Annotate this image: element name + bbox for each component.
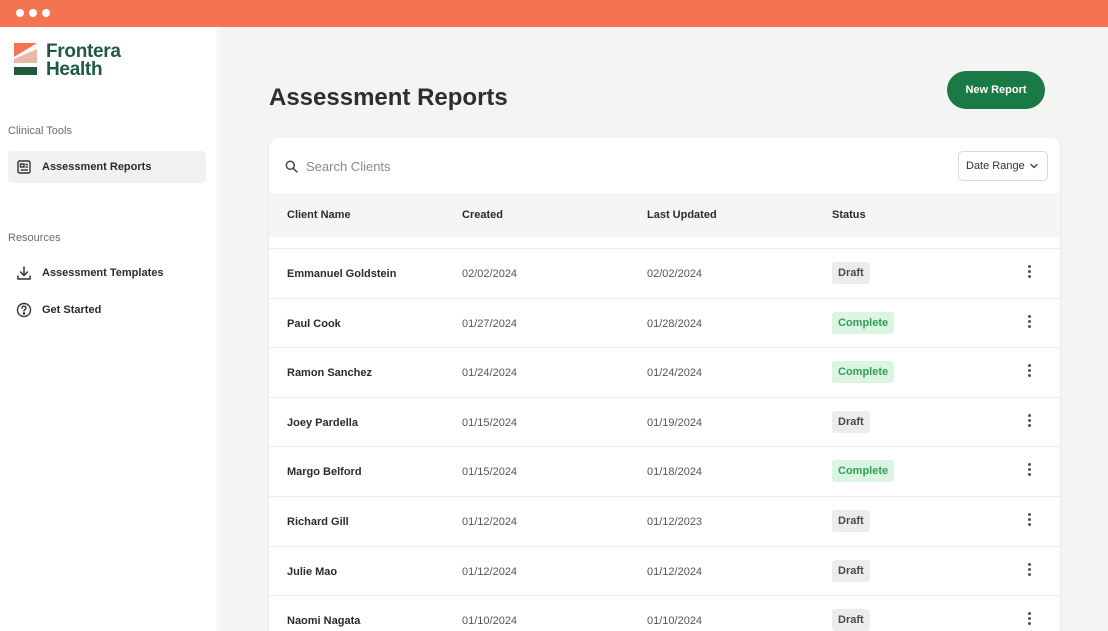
last-updated-cell: 01/18/2024 [647, 466, 703, 479]
date-range-label: Date Range [966, 160, 1025, 172]
sidebar-section-resources: Resources [8, 232, 61, 244]
client-name-cell: Emmanuel Goldstein [287, 268, 397, 280]
client-name-cell: Richard Gill [287, 516, 349, 528]
status-badge: Complete [832, 460, 895, 483]
window-dot-icon[interactable] [29, 9, 37, 17]
window-dot-icon[interactable] [16, 9, 24, 17]
table-row[interactable]: Richard Gill 01/12/2024 01/12/2023 Draft [269, 496, 1060, 546]
report-icon [15, 158, 33, 176]
reports-table-card: Search Clients Date Range Client Name Cr… [269, 138, 1060, 631]
new-report-button[interactable]: New Report [947, 71, 1045, 109]
client-name-cell: Ramon Sanchez [287, 367, 372, 380]
window-dot-icon[interactable] [42, 9, 50, 17]
last-updated-cell: 01/28/2024 [647, 317, 703, 330]
sidebar-item-get-started[interactable]: Get Started [8, 294, 206, 326]
more-options-icon[interactable] [1025, 412, 1033, 432]
client-name-cell: Joey Pardella [287, 416, 358, 429]
column-header-last-updated[interactable]: Last Updated [647, 209, 717, 221]
client-name-cell: Julie Mao [287, 565, 338, 578]
more-options-icon[interactable] [1025, 313, 1033, 333]
frontera-logo-icon [14, 43, 37, 75]
created-date-cell: 01/27/2024 [462, 317, 518, 330]
column-header-client-name[interactable]: Client Name [287, 209, 351, 221]
created-date-cell: 01/12/2024 [462, 516, 518, 528]
status-badge: Complete [832, 361, 895, 384]
created-date-cell: 01/15/2024 [462, 416, 518, 429]
status-badge: Draft [832, 262, 870, 284]
sidebar-item-label: Assessment Templates [42, 267, 164, 279]
window-titlebar [0, 0, 1108, 27]
last-updated-cell: 01/24/2024 [647, 367, 703, 380]
help-circle-icon [15, 301, 33, 319]
date-range-select[interactable]: Date Range [958, 151, 1048, 181]
created-date-cell: 01/24/2024 [462, 367, 518, 380]
status-badge: Draft [832, 410, 870, 433]
main-content: Assessment Reports New Report Search Cli… [219, 27, 1108, 631]
created-date-cell: 02/02/2024 [462, 268, 518, 280]
client-name-cell: Margo Belford [287, 466, 362, 479]
client-name-cell: Naomi Nagata [287, 615, 361, 628]
last-updated-cell: 01/10/2024 [647, 615, 703, 628]
last-updated-cell: 01/19/2024 [647, 416, 703, 429]
status-badge: Draft [832, 609, 870, 631]
brand-name: Frontera Health [46, 41, 121, 80]
search-placeholder: Search Clients [306, 158, 391, 174]
sidebar: Frontera Health Clinical Tools Assessmen… [0, 27, 218, 631]
more-options-icon[interactable] [1025, 610, 1033, 630]
page-title: Assessment Reports [269, 84, 508, 111]
status-badge: Draft [832, 559, 870, 582]
last-updated-cell: 01/12/2023 [647, 516, 703, 528]
last-updated-cell: 02/02/2024 [647, 268, 703, 280]
table-row[interactable]: Julie Mao 01/12/2024 01/12/2024 Draft [269, 545, 1060, 596]
table-row[interactable]: Joey Pardella 01/15/2024 01/19/2024 Draft [269, 396, 1060, 447]
more-options-icon[interactable] [1025, 362, 1033, 382]
table-header: Client Name Created Last Updated Status [269, 193, 1060, 237]
last-updated-cell: 01/12/2024 [647, 565, 703, 578]
brand-line-2: Health [46, 59, 103, 80]
status-badge: Draft [832, 510, 870, 532]
brand-logo[interactable]: Frontera Health [14, 41, 164, 83]
more-options-icon[interactable] [1025, 461, 1033, 481]
more-options-icon[interactable] [1025, 561, 1033, 581]
sidebar-item-label: Assessment Reports [42, 161, 152, 173]
search-input[interactable]: Search Clients [285, 156, 391, 176]
created-date-cell: 01/15/2024 [462, 466, 518, 479]
sidebar-section-clinical-tools: Clinical Tools [8, 125, 72, 137]
table-row[interactable]: Ramon Sanchez 01/24/2024 01/24/2024 Complet… [269, 347, 1060, 397]
table-row[interactable]: Naomi Nagata 01/10/2024 01/10/2024 Draft [269, 595, 1060, 631]
table-row[interactable]: Paul Cook 01/27/2024 01/28/2024 Complete [269, 297, 1060, 348]
created-date-cell: 01/12/2024 [462, 565, 518, 578]
client-name-cell: Paul Cook [287, 317, 341, 330]
table-row[interactable]: Emmanuel Goldstein 02/02/2024 02/02/2024 Dr… [269, 248, 1060, 298]
column-header-created[interactable]: Created [462, 209, 503, 221]
search-icon [285, 160, 298, 173]
more-options-icon[interactable] [1025, 263, 1033, 283]
more-options-icon[interactable] [1025, 511, 1033, 531]
status-badge: Complete [832, 311, 895, 334]
column-header-status[interactable]: Status [832, 209, 866, 221]
brand-line-1: Frontera [46, 41, 121, 62]
created-date-cell: 01/10/2024 [462, 615, 518, 628]
table-row[interactable]: Margo Belford 01/15/2024 01/18/2024 Complet… [269, 446, 1060, 496]
chevron-down-icon [1030, 163, 1038, 169]
sidebar-item-assessment-reports[interactable]: Assessment Reports [8, 151, 206, 183]
download-icon [15, 264, 33, 282]
sidebar-item-label: Get Started [42, 304, 102, 316]
sidebar-item-assessment-templates[interactable]: Assessment Templates [8, 257, 206, 289]
